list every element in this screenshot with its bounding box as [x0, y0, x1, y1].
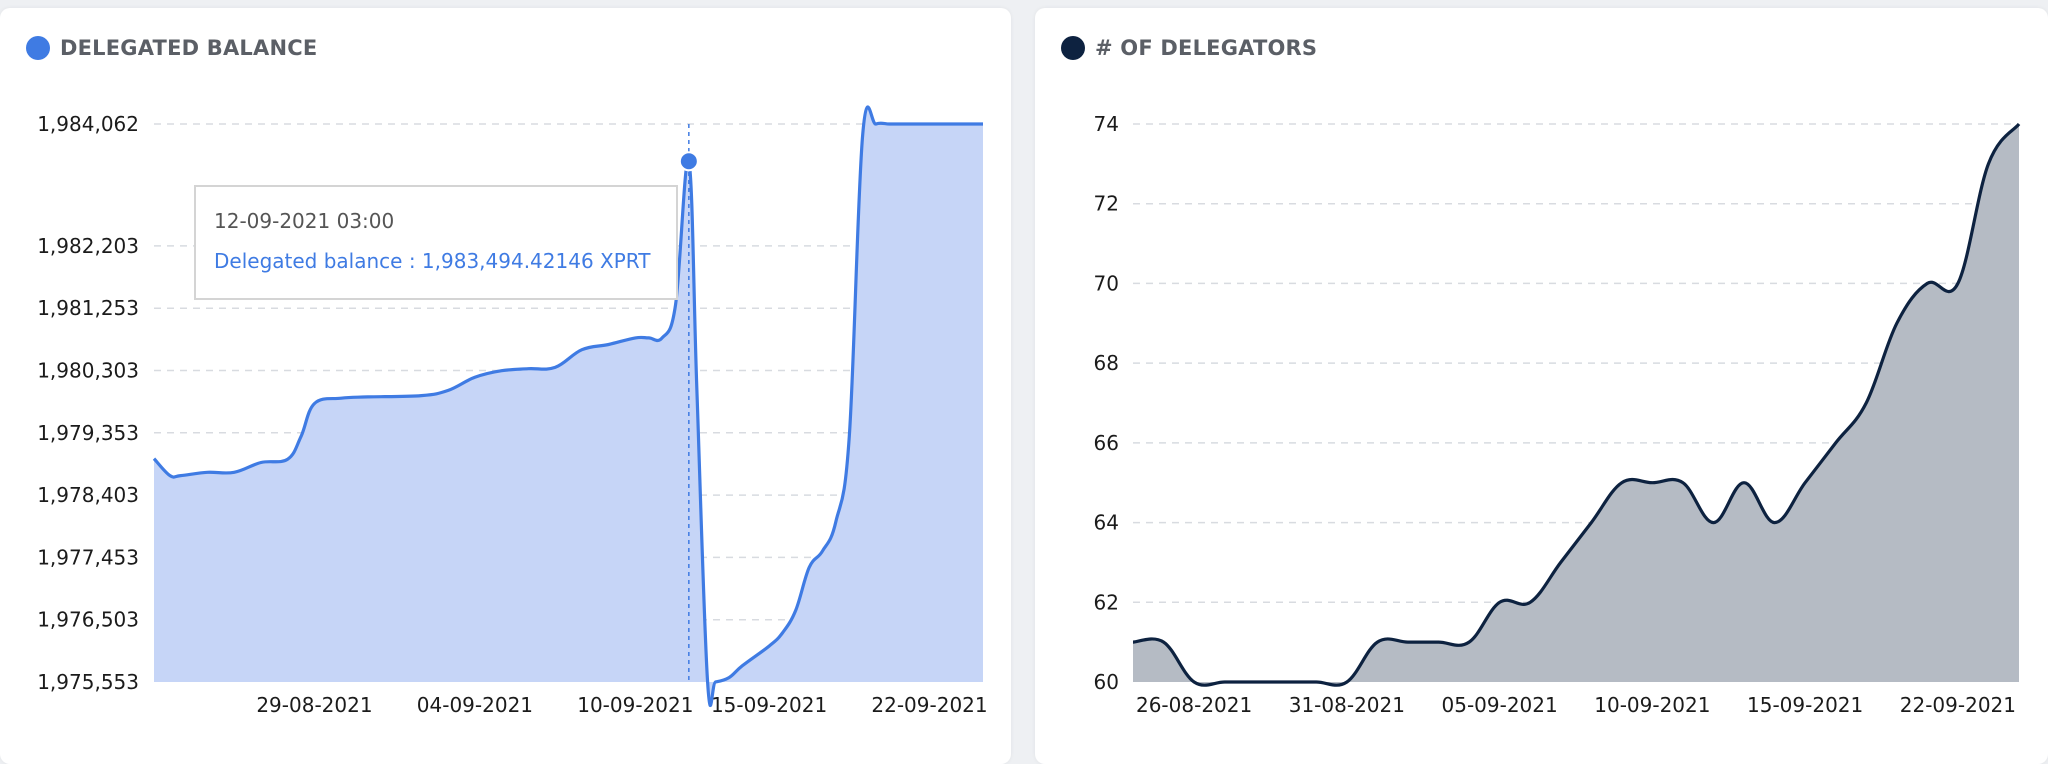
y-tick-label: 68	[1094, 351, 1119, 375]
x-tick-label: 26-08-2021	[1136, 693, 1252, 717]
y-tick-label: 64	[1094, 511, 1119, 535]
y-tick-label: 1,977,453	[37, 545, 139, 569]
hover-point	[678, 151, 699, 172]
y-tick-label: 70	[1094, 271, 1119, 295]
series-area	[1133, 124, 2019, 686]
x-tick-label: 15-09-2021	[1747, 693, 1863, 717]
y-tick-label: 1,984,062	[37, 112, 139, 136]
x-tick-label: 10-09-2021	[577, 693, 693, 717]
y-tick-label: 1,979,353	[37, 421, 139, 445]
delegators-card: # OF DELEGATORS 60 62 64 66 68 70 72 74 26-08-20…	[1035, 8, 2048, 764]
y-tick-label: 1,976,503	[37, 608, 139, 632]
y-tick-label: 1,980,303	[37, 359, 139, 383]
series-dot-icon	[26, 36, 50, 60]
series-dot-icon	[1061, 36, 1085, 60]
y-tick-label: 1,982,203	[37, 234, 139, 258]
x-tick-label: 22-09-2021	[1900, 693, 2016, 717]
delegated-balance-card: DELEGATED BALANCE 1,975,553 1,976,503 1,97…	[0, 8, 1011, 764]
delegated-balance-title: DELEGATED BALANCE	[26, 36, 317, 60]
x-tick-label: 05-09-2021	[1442, 693, 1558, 717]
series-line	[152, 105, 983, 707]
y-tick-label: 1,978,403	[37, 483, 139, 507]
y-tick-label: 62	[1094, 590, 1119, 614]
y-tick-label: 60	[1094, 670, 1119, 694]
series-area	[154, 107, 983, 706]
x-tick-label: 31-08-2021	[1289, 693, 1405, 717]
delegated-balance-chart[interactable]: 1,975,553 1,976,503 1,977,453 1,978,403 1,97…	[0, 8, 1011, 764]
series-line	[1132, 122, 2021, 687]
x-tick-label: 04-09-2021	[417, 693, 533, 717]
y-tick-label: 1,981,253	[37, 296, 139, 320]
delegators-chart[interactable]: 60 62 64 66 68 70 72 74 26-08-2021 31-08-2021 05-0…	[1035, 8, 2048, 764]
tooltip-date: 12-09-2021 03:00	[214, 209, 395, 233]
y-tick-label: 72	[1094, 192, 1119, 216]
delegated-balance-title-text: DELEGATED BALANCE	[60, 36, 318, 60]
x-tick-label: 10-09-2021	[1594, 693, 1710, 717]
delegators-title-text: # OF DELEGATORS	[1095, 36, 1318, 60]
delegators-title: # OF DELEGATORS	[1061, 36, 1317, 60]
x-tick-label: 22-09-2021	[871, 693, 987, 717]
x-tick-label: 29-08-2021	[256, 693, 372, 717]
chart-tooltip: 12-09-2021 03:00 Delegated balance : 1,9…	[194, 185, 678, 300]
tooltip-value: Delegated balance : 1,983,494.42146 XPRT	[214, 249, 651, 273]
x-tick-label: 15-09-2021	[711, 693, 827, 717]
y-tick-label: 74	[1094, 112, 1119, 136]
y-tick-label: 1,975,553	[37, 670, 139, 694]
y-tick-label: 66	[1094, 431, 1119, 455]
